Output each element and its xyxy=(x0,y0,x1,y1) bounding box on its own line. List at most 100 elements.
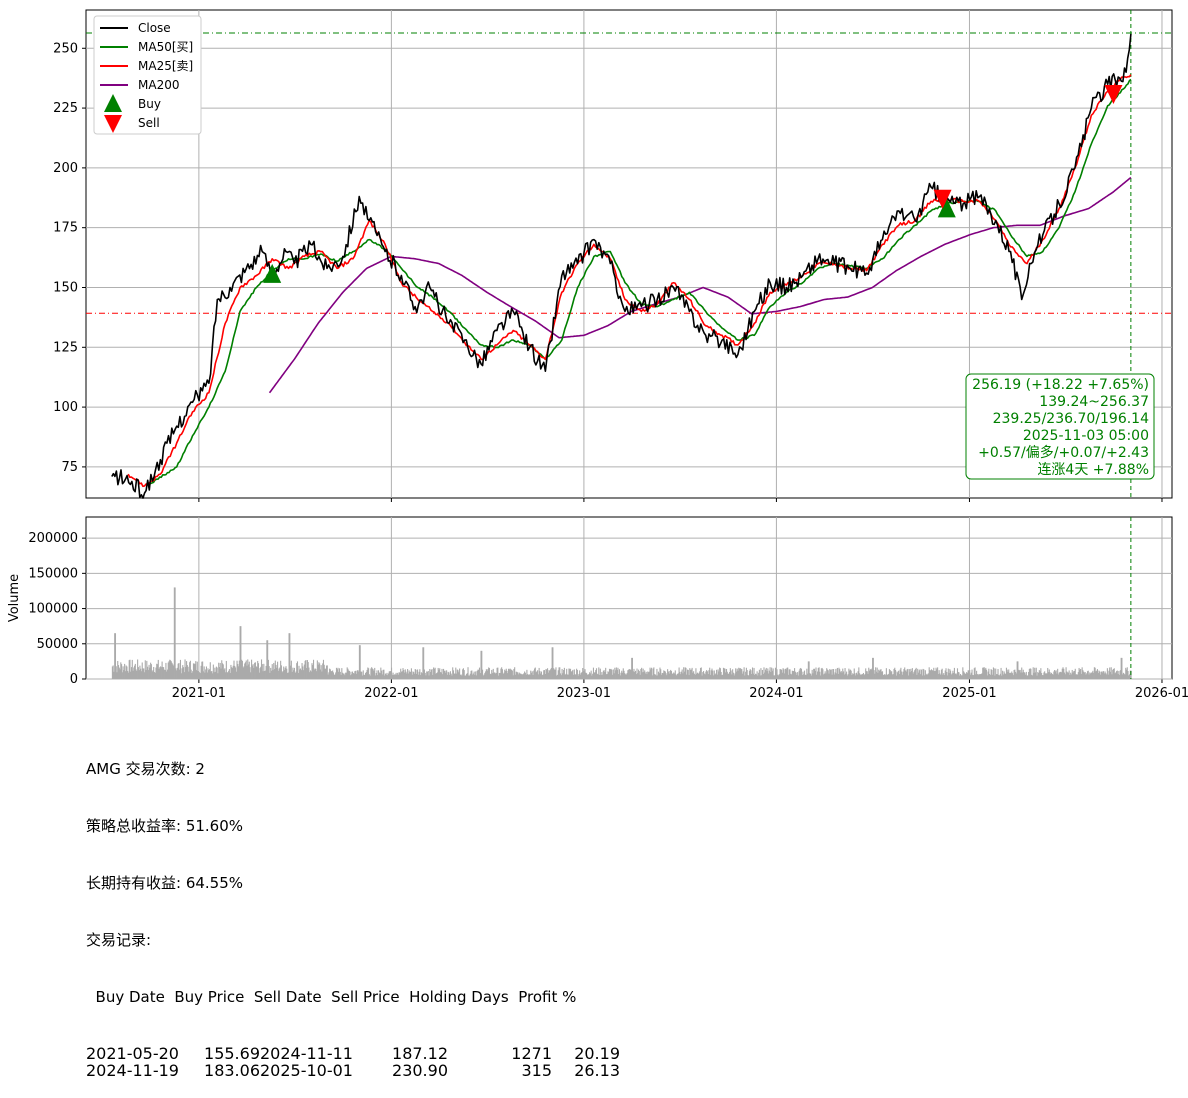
volume-bar xyxy=(319,669,321,679)
volume-bar xyxy=(420,675,422,679)
volume-bar xyxy=(336,669,338,679)
volume-bar xyxy=(735,671,738,679)
volume-bar xyxy=(878,669,880,679)
volume-bar xyxy=(579,674,581,679)
volume-bar xyxy=(1046,673,1048,679)
volume-bar xyxy=(160,667,162,679)
volume-bar xyxy=(486,670,488,679)
volume-bar xyxy=(986,675,988,679)
volume-bar xyxy=(760,668,762,679)
legend-label: MA200 xyxy=(138,78,179,92)
volume-bar xyxy=(755,674,757,679)
volume-bar xyxy=(473,671,475,679)
volume-bar xyxy=(505,668,507,679)
volume-bar xyxy=(455,667,457,679)
volume-bar xyxy=(414,669,416,679)
volume-bar xyxy=(768,670,770,679)
volume-bar xyxy=(644,670,646,679)
volume-bar xyxy=(1113,668,1115,679)
volume-bar xyxy=(864,674,866,679)
volume-bar xyxy=(405,671,407,679)
volume-bar xyxy=(379,673,381,679)
volume-bar xyxy=(155,667,157,679)
volume-bar xyxy=(751,667,754,679)
volume-bar xyxy=(617,667,619,679)
volume-bar xyxy=(784,668,786,679)
volume-bar xyxy=(768,673,770,679)
volume-bar xyxy=(340,674,342,679)
volume-bar xyxy=(217,673,219,679)
volume-bar xyxy=(681,669,683,679)
volume-bar xyxy=(148,664,150,679)
volume-bar xyxy=(988,668,990,679)
volume-bar xyxy=(960,675,962,679)
volume-bar xyxy=(769,667,771,679)
volume-bar xyxy=(451,675,453,679)
volume-bar xyxy=(587,674,589,679)
volume-bar xyxy=(1086,673,1088,679)
volume-bar xyxy=(362,670,364,679)
volume-bar xyxy=(247,659,249,679)
volume-bar xyxy=(562,673,564,679)
volume-bar xyxy=(293,667,295,679)
volume-bar xyxy=(648,671,650,679)
volume-bar xyxy=(1017,661,1019,679)
volume-bar xyxy=(313,669,315,679)
volume-bar xyxy=(504,669,506,679)
volume-bar xyxy=(458,672,460,679)
volume-bar xyxy=(348,671,351,679)
volume-bar xyxy=(758,672,760,679)
volume-bar xyxy=(600,675,602,679)
volume-bar xyxy=(375,673,377,679)
volume-bar xyxy=(400,668,402,679)
y-tick-label: 150000 xyxy=(28,566,78,581)
volume-bar xyxy=(979,674,981,679)
volume-bar xyxy=(1028,671,1030,679)
volume-bar xyxy=(453,673,455,679)
volume-bar xyxy=(948,673,950,679)
volume-bar xyxy=(900,667,902,679)
volume-bar xyxy=(658,673,660,679)
volume-bar xyxy=(555,667,557,679)
volume-bar xyxy=(169,659,171,679)
volume-bar xyxy=(812,673,814,679)
volume-bar xyxy=(979,674,981,679)
volume-bar xyxy=(167,662,169,679)
volume-bar xyxy=(447,671,449,679)
volume-bar xyxy=(996,674,998,679)
sell-marker xyxy=(933,189,952,209)
volume-bar xyxy=(791,670,793,679)
volume-bar xyxy=(276,667,278,679)
volume-bar xyxy=(312,665,314,679)
volume-bar xyxy=(800,667,802,679)
volume-bar xyxy=(474,674,476,679)
volume-bar xyxy=(521,674,523,679)
volume-bar xyxy=(287,672,289,679)
volume-bar xyxy=(594,672,596,679)
volume-bar xyxy=(990,669,992,679)
volume-bar xyxy=(407,669,409,679)
volume-bar xyxy=(589,672,591,679)
volume-bar xyxy=(128,660,130,679)
trade-cell: 183.06 xyxy=(204,1061,260,1080)
volume-bar xyxy=(1021,667,1023,679)
volume-bar xyxy=(650,669,652,679)
volume-bar xyxy=(312,659,315,679)
volume-bar xyxy=(712,675,715,679)
volume-bar xyxy=(927,674,929,679)
volume-bar xyxy=(799,668,801,679)
volume-bar xyxy=(163,667,165,679)
volume-bar xyxy=(145,670,147,679)
volume-bar xyxy=(1060,671,1062,679)
volume-bar xyxy=(357,670,359,679)
volume-bar xyxy=(173,587,175,679)
volume-bar xyxy=(917,672,920,679)
volume-bar xyxy=(1093,672,1095,679)
volume-bar xyxy=(534,668,536,679)
volume-bar xyxy=(699,667,702,679)
volume-bar xyxy=(626,673,628,679)
volume-bar xyxy=(985,669,988,679)
volume-bar xyxy=(553,669,555,679)
volume-bar xyxy=(378,672,380,679)
volume-bar xyxy=(566,674,568,679)
